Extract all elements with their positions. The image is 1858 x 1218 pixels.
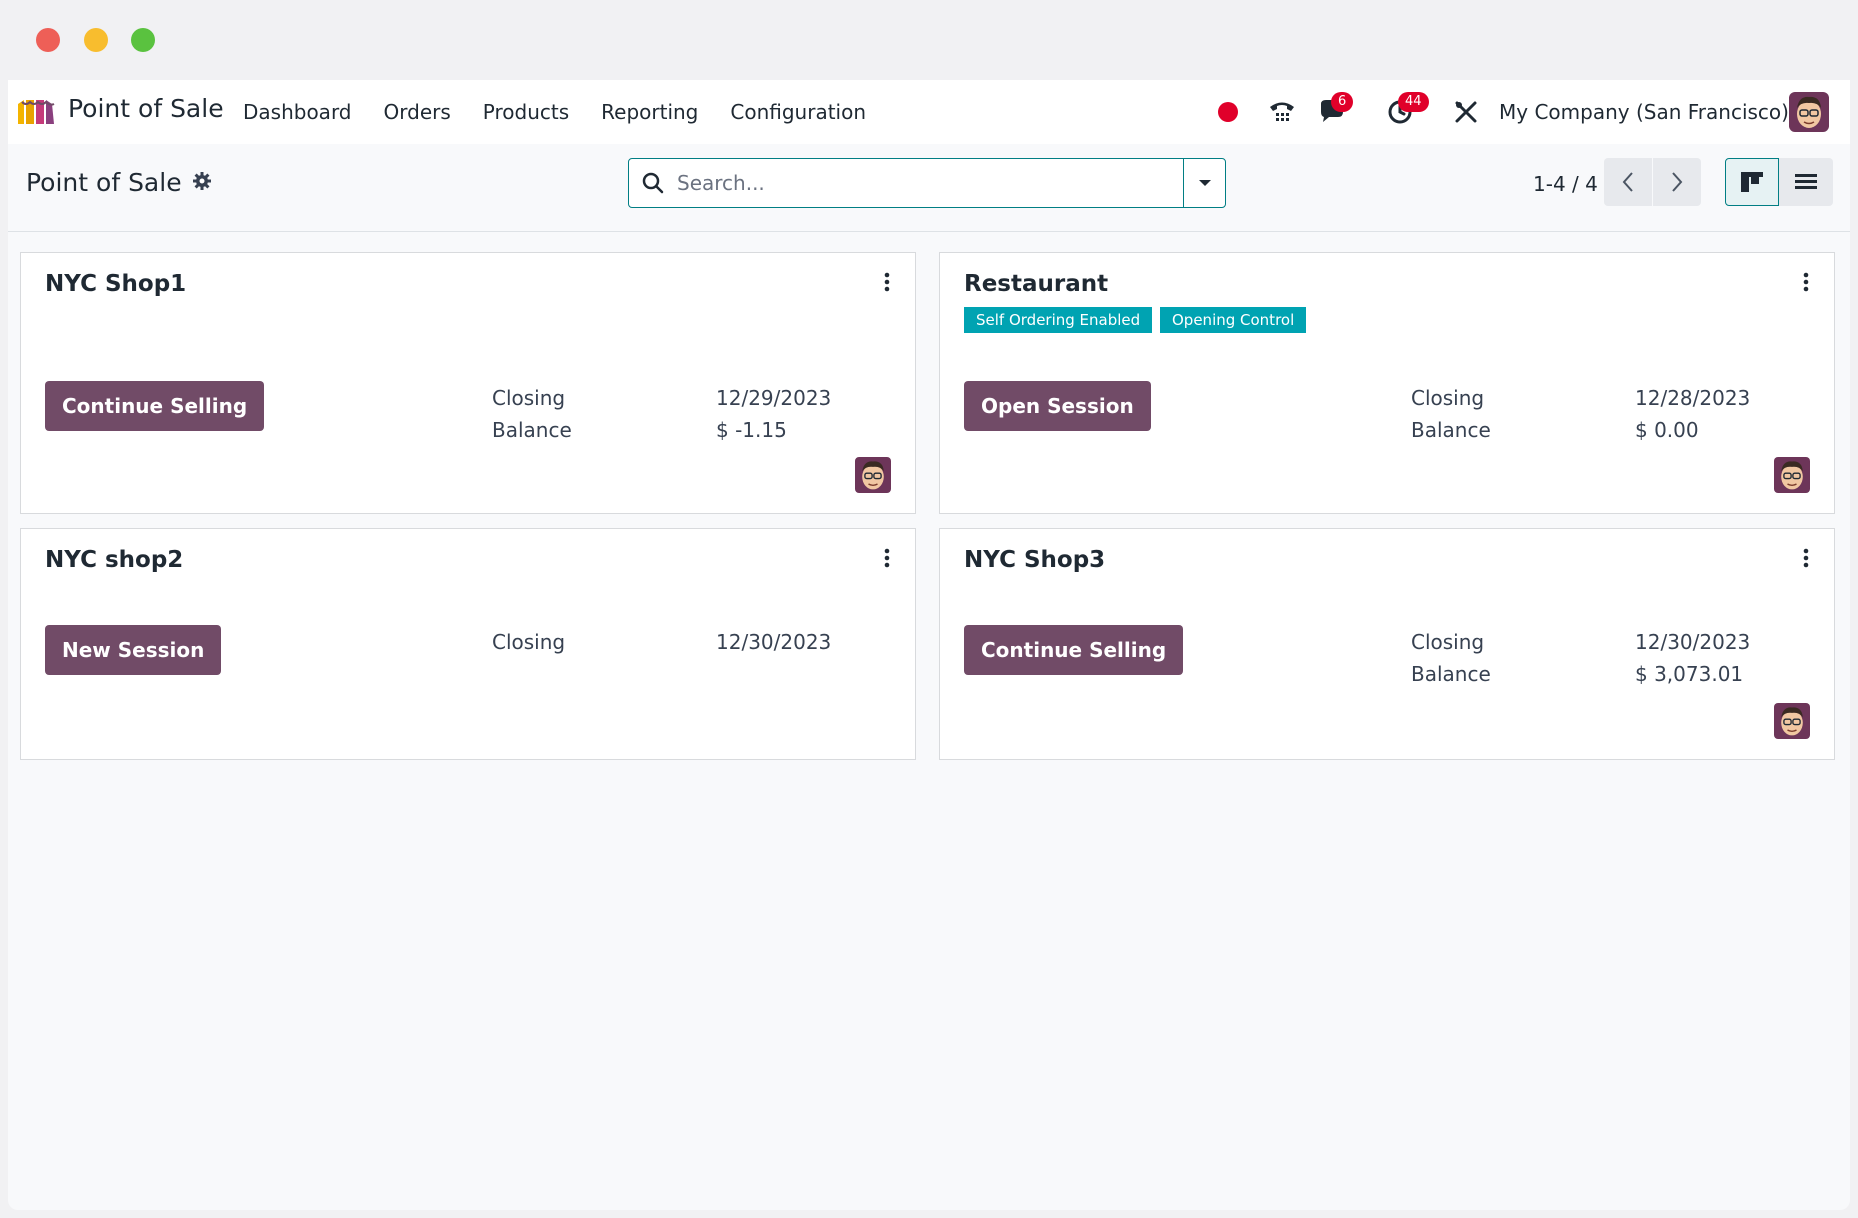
chevron-right-icon [1672,172,1683,192]
closing-label: Closing [492,630,566,654]
closing-date: 12/28/2023 [1635,386,1751,410]
menu-item-reporting[interactable]: Reporting [601,100,699,124]
pos-card-nyc-shop2[interactable]: NYC shop2 New Session Closing 12/30/2023 [20,528,916,760]
window-chrome [0,0,1858,80]
responsible-avatar [1774,703,1810,739]
pos-card-nyc-shop1[interactable]: NYC Shop1 Continue Selling Closing 12/29… [20,252,916,514]
gear-icon[interactable] [192,168,212,197]
chevron-left-icon [1622,172,1633,192]
messages-count-badge: 6 [1331,92,1354,112]
new-session-button[interactable]: New Session [45,625,222,675]
pos-card-nyc-shop3[interactable]: NYC Shop3 Continue Selling Closing 12/30… [939,528,1835,760]
pager-previous-button[interactable] [1604,158,1652,206]
menu-item-configuration[interactable]: Configuration [730,100,867,124]
responsible-avatar [855,457,891,493]
card-title: NYC Shop3 [964,547,1106,573]
control-panel-divider [8,231,1850,232]
balance-value: $ -1.15 [716,418,787,442]
closing-label: Closing [1411,386,1485,410]
recording-status-icon[interactable] [1218,102,1238,122]
app-window: Point of Sale Dashboard Orders Products … [8,80,1850,1210]
menu-item-dashboard[interactable]: Dashboard [243,100,352,124]
window-maximize-button[interactable] [131,28,155,52]
activities-count-badge: 44 [1398,92,1429,112]
balance-label: Balance [1411,418,1491,442]
list-view-button[interactable] [1779,158,1833,206]
list-icon [1795,174,1817,189]
kebab-menu-icon[interactable] [881,547,893,571]
main-menu: Dashboard Orders Products Reporting Conf… [243,100,898,124]
card-title: NYC Shop1 [45,271,187,297]
pos-card-restaurant[interactable]: Restaurant Self Ordering Enabled Opening… [939,252,1835,514]
card-title: Restaurant [964,271,1109,297]
tag-opening-control: Opening Control [1160,307,1307,333]
closing-date: 12/30/2023 [716,630,832,654]
closing-label: Closing [492,386,566,410]
open-session-button[interactable]: Open Session [964,381,1151,431]
tools-icon[interactable] [1450,96,1482,128]
company-switcher[interactable]: My Company (San Francisco) [1499,100,1789,124]
app-name[interactable]: Point of Sale [68,94,224,123]
kanban-icon [1741,172,1763,192]
page-title: Point of Sale [26,168,182,197]
menu-item-products[interactable]: Products [482,100,570,124]
search-options-toggle[interactable] [1183,159,1225,207]
kebab-menu-icon[interactable] [1800,271,1812,295]
balance-label: Balance [492,418,572,442]
closing-date: 12/30/2023 [1635,630,1751,654]
continue-selling-button[interactable]: Continue Selling [964,625,1184,675]
search-bar [628,158,1226,208]
search-icon [629,159,677,207]
kanban-view-button[interactable] [1725,158,1779,206]
responsible-avatar [1774,457,1810,493]
closing-label: Closing [1411,630,1485,654]
kebab-menu-icon[interactable] [881,271,893,295]
balance-label: Balance [1411,662,1491,686]
continue-selling-button[interactable]: Continue Selling [45,381,265,431]
top-navbar: Point of Sale Dashboard Orders Products … [8,80,1850,144]
pos-app-icon[interactable] [16,96,56,128]
kebab-menu-icon[interactable] [1800,547,1812,571]
tag-self-ordering: Self Ordering Enabled [964,307,1153,333]
window-close-button[interactable] [36,28,60,52]
pager-next-button[interactable] [1653,158,1701,206]
caret-down-icon [1198,180,1211,186]
balance-value: $ 3,073.01 [1635,662,1744,686]
closing-date: 12/29/2023 [716,386,832,410]
breadcrumb: Point of Sale [26,168,212,197]
card-title: NYC shop2 [45,547,184,573]
balance-value: $ 0.00 [1635,418,1699,442]
phone-icon[interactable] [1266,96,1298,128]
search-input[interactable] [677,160,1183,206]
window-minimize-button[interactable] [84,28,108,52]
menu-item-orders[interactable]: Orders [383,100,451,124]
pager-value[interactable]: 1-4 / 4 [1533,172,1598,196]
user-avatar[interactable] [1789,92,1829,132]
